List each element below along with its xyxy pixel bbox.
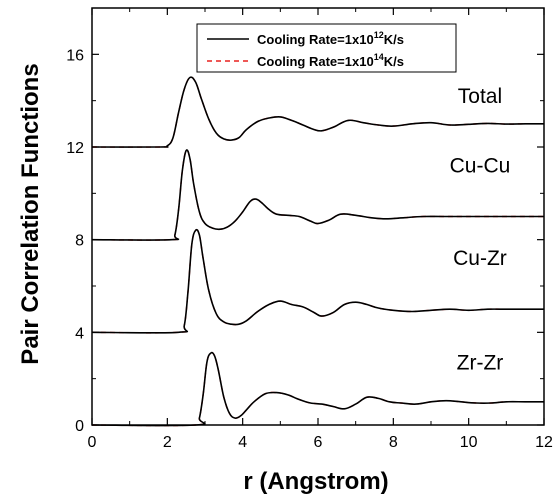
x-tick-label: 0	[88, 434, 97, 451]
x-tick-label: 12	[535, 434, 553, 451]
x-tick-label: 4	[238, 434, 247, 451]
legend-unit-1: K/s	[384, 54, 404, 69]
y-tick-label: 8	[75, 233, 84, 250]
legend-entry-1: Cooling Rate=1x1014K/s	[257, 52, 404, 69]
legend-text-1: Cooling Rate=1x10	[257, 54, 374, 69]
legend-text-0: Cooling Rate=1x10	[257, 32, 374, 47]
legend-entry-0: Cooling Rate=1x1012K/s	[257, 30, 404, 47]
legend-exponent-0: 12	[374, 30, 384, 40]
y-tick-label: 12	[66, 140, 84, 157]
x-tick-label: 6	[314, 434, 323, 451]
series-cu-zr-rate-1e14	[91, 229, 544, 334]
y-tick-label: 16	[66, 47, 84, 64]
x-tick-label: 10	[460, 434, 478, 451]
x-tick-label: 2	[163, 434, 172, 451]
x-tick-label: 8	[389, 434, 398, 451]
series-cu-cu-rate-1e12	[91, 149, 544, 241]
curve-label-cu-zr: Cu-Zr	[453, 247, 507, 270]
y-axis-title: Pair Correlation Functions	[17, 63, 44, 364]
series-total-rate-1e12	[91, 76, 544, 148]
legend-box	[196, 23, 457, 73]
y-tick-label: 4	[75, 325, 84, 342]
series-cu-zr-rate-1e12	[91, 228, 544, 334]
curve-label-zr-zr: Zr-Zr	[457, 351, 504, 374]
plot-frame	[91, 7, 545, 426]
y-tick-label: 0	[75, 418, 84, 435]
legend-unit-0: K/s	[384, 32, 404, 47]
curve-label-total: Total	[458, 85, 502, 108]
series-zr-zr-rate-1e12	[91, 351, 544, 427]
legend-exponent-1: 14	[374, 52, 384, 62]
curve-label-cu-cu: Cu-Cu	[450, 154, 511, 177]
x-axis-title: r (Angstrom)	[243, 468, 388, 495]
